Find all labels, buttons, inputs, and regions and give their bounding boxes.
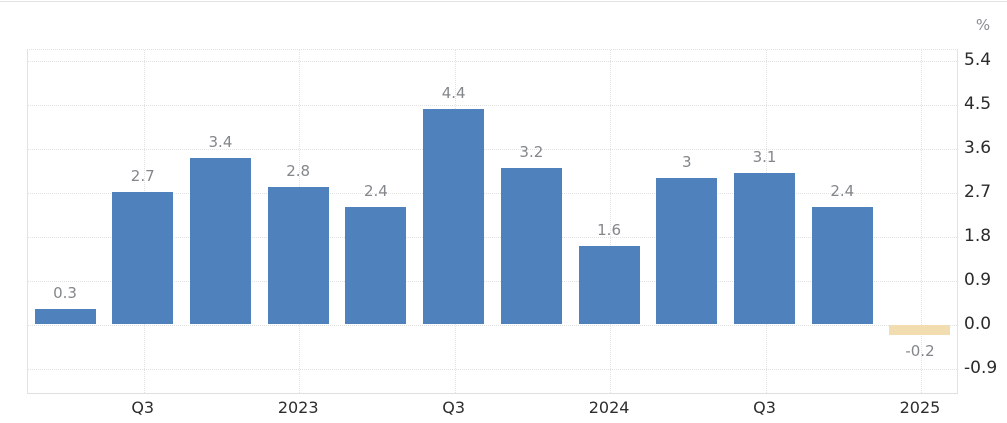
bar-value-label: 3.2 — [519, 143, 544, 161]
bar[interactable] — [656, 178, 717, 324]
y-tick-label: 3.6 — [964, 138, 992, 159]
y-axis-unit-label: % — [975, 16, 991, 34]
h-gridline — [28, 237, 957, 239]
bar-value-label: 2.4 — [830, 182, 855, 200]
bar[interactable] — [268, 187, 329, 324]
bar[interactable] — [345, 207, 406, 324]
widget-top-border — [0, 1, 1007, 2]
y-tick-label: 0.0 — [964, 314, 992, 334]
bar-value-label: 1.6 — [597, 221, 621, 239]
h-gridline — [28, 281, 957, 283]
v-gridline — [920, 50, 922, 393]
y-tick-label: 0.9 — [964, 270, 992, 291]
h-gridline — [28, 149, 957, 151]
bar[interactable] — [889, 325, 950, 335]
y-tick-label: 5.4 — [964, 50, 992, 71]
bar-value-label: 2.4 — [363, 182, 388, 200]
h-gridline — [28, 105, 957, 107]
bar-value-label: -0.2 — [905, 342, 935, 360]
x-tick-label: 2023 — [277, 398, 319, 417]
y-tick-label: 1.8 — [964, 226, 992, 247]
bar[interactable] — [35, 309, 96, 324]
bar-value-label: 2.7 — [130, 167, 155, 185]
bar[interactable] — [190, 158, 251, 324]
bar[interactable] — [579, 246, 640, 324]
x-tick-label: Q3 — [753, 398, 776, 417]
bar-value-label: 3.4 — [208, 133, 233, 151]
x-tick-label: Q3 — [442, 398, 466, 417]
h-gridline — [28, 61, 957, 63]
x-tick-label: 2025 — [899, 398, 941, 417]
bar[interactable] — [501, 168, 562, 324]
bar-value-label: 3.1 — [752, 148, 777, 166]
bar-value-label: 2.8 — [286, 162, 311, 180]
h-gridline — [28, 325, 957, 326]
bar-value-label: 3 — [682, 153, 692, 171]
h-gridline — [28, 368, 957, 370]
bar[interactable] — [812, 207, 873, 324]
y-tick-label: 2.7 — [964, 182, 992, 203]
bar[interactable] — [734, 173, 795, 324]
y-tick-label: -0.9 — [964, 357, 998, 378]
h-gridline — [28, 193, 957, 195]
bar-value-label: 0.3 — [53, 284, 77, 302]
y-tick-label: 4.5 — [964, 94, 992, 115]
bar[interactable] — [423, 109, 484, 324]
x-tick-label: Q3 — [131, 398, 155, 417]
x-tick-label: 2024 — [588, 398, 630, 417]
v-gridline — [610, 50, 612, 393]
bar-value-label: 4.4 — [441, 84, 466, 102]
bar[interactable] — [112, 192, 173, 324]
